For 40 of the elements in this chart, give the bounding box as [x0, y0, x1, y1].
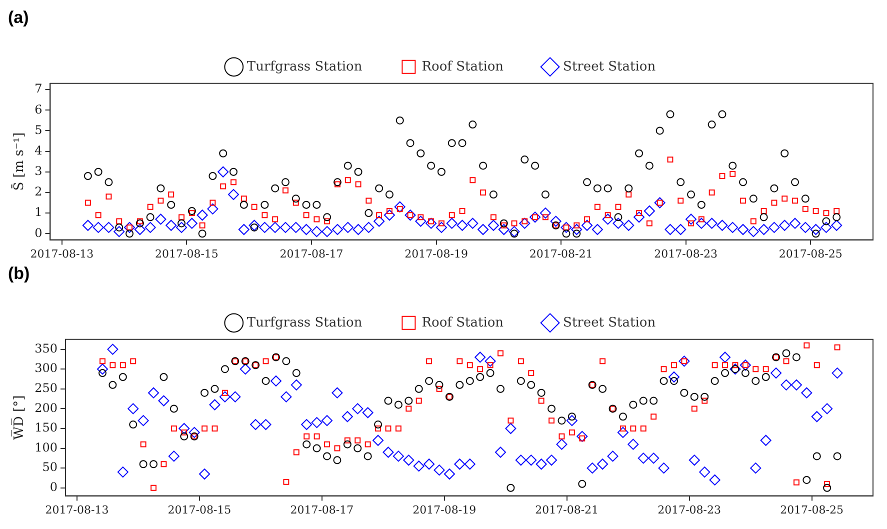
y-tick-label: 350: [34, 341, 58, 356]
legend-label: Street Station: [563, 59, 656, 74]
x-tick-label: 2017-08-25: [780, 503, 844, 516]
x-tick-label: 2017-08-19: [412, 503, 476, 516]
y-tick-label: 250: [34, 381, 58, 396]
legend-label: Turfgrass Station: [246, 59, 363, 74]
legend-label: Roof Station: [422, 59, 504, 74]
legend-label: Street Station: [563, 315, 656, 330]
chart-title: (b): [8, 264, 30, 283]
y-tick-label: 300: [34, 361, 58, 376]
x-tick-label: 2017-08-13: [45, 503, 109, 516]
y-tick-label: 0: [34, 226, 42, 240]
y-tick-label: 50: [42, 460, 58, 474]
y-tick-label: 150: [34, 420, 58, 435]
y-tick-label: 2: [34, 184, 42, 199]
x-tick-label: 2017-08-17: [280, 247, 344, 260]
x-tick-label: 2017-08-17: [290, 503, 354, 516]
y-tick-label: 200: [34, 400, 58, 415]
chart-title: (a): [8, 8, 29, 27]
y-tick-label: 4: [34, 143, 43, 158]
y-tick-label: 5: [34, 122, 42, 137]
legend-label: Roof Station: [422, 315, 504, 330]
x-tick-label: 2017-08-23: [658, 503, 722, 516]
y-tick-label: 100: [34, 440, 58, 454]
y-tick-label: 7: [34, 82, 42, 96]
legend-label: Turfgrass Station: [246, 315, 363, 330]
x-tick-label: 2017-08-15: [155, 247, 218, 260]
x-tick-label: 2017-08-21: [535, 503, 599, 516]
x-tick-label: 2017-08-23: [654, 247, 718, 260]
x-tick-label: 2017-08-19: [404, 247, 468, 260]
x-tick-label: 2017-08-25: [778, 247, 842, 260]
y-tick-label: 6: [34, 102, 42, 116]
y-axis-title: S̄ [m s⁻¹]: [10, 132, 28, 191]
y-tick-label: 3: [34, 164, 42, 178]
y-axis-title: W̅D̅ [°]: [10, 395, 28, 440]
x-tick-label: 2017-08-15: [168, 503, 232, 516]
y-tick-label: 0: [50, 480, 58, 494]
x-tick-label: 2017-08-21: [529, 247, 593, 260]
x-tick-label: 2017-08-13: [30, 247, 94, 260]
y-tick-label: 1: [34, 205, 42, 220]
